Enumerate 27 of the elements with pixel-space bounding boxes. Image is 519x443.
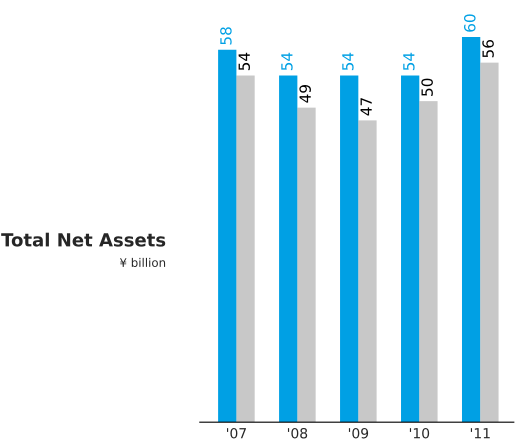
x-tick-label: '07: [226, 428, 246, 438]
data-label: 60: [464, 14, 476, 32]
data-label: 54: [238, 52, 250, 70]
data-label: 56: [482, 40, 494, 58]
data-label: 54: [342, 52, 354, 70]
x-tick-label: '11: [470, 428, 490, 438]
data-label: 50: [421, 78, 433, 96]
bar: [218, 50, 236, 422]
data-label: 54: [403, 52, 415, 70]
bar: [401, 75, 420, 422]
x-tick-label: '08: [288, 428, 308, 438]
bar: [279, 75, 298, 422]
text: Total Net Assets: [1, 232, 166, 247]
bar: [462, 36, 480, 422]
data-label: 49: [299, 85, 311, 103]
data-label: 54: [281, 52, 293, 70]
bar: [236, 75, 255, 422]
text: ¥ billion: [120, 258, 166, 268]
bar: [480, 62, 499, 422]
data-label: 58: [220, 27, 232, 44]
data-label: 47: [360, 98, 372, 116]
x-tick-label: '09: [348, 428, 368, 438]
bar: [358, 120, 377, 422]
bar: [340, 75, 358, 422]
bar: [297, 108, 316, 422]
bar: [419, 101, 438, 422]
x-tick-label: '10: [410, 428, 430, 438]
